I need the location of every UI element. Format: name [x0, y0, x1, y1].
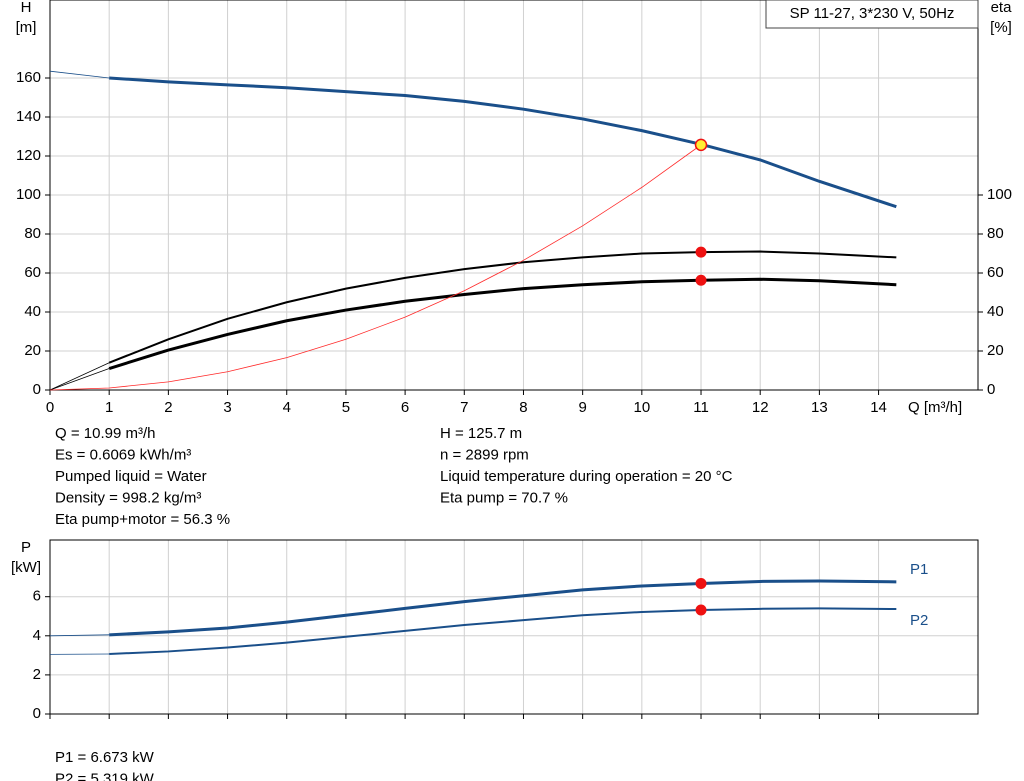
y-tick-label: 160 [16, 69, 41, 86]
y2-tick-label: 60 [987, 264, 1004, 281]
series-line [49, 70, 110, 79]
series-line [108, 277, 897, 370]
title-box [765, 0, 979, 29]
y-tick-label: 100 [16, 186, 41, 203]
x-tick-label: 5 [342, 399, 350, 416]
info-text: Q = 10.99 m³/h [55, 425, 155, 442]
y-axis-label: H [21, 0, 32, 16]
x-tick-label: 9 [578, 399, 586, 416]
operating-point [695, 578, 707, 590]
y2-axis-label: [%] [990, 19, 1012, 36]
y-axis-label: [m] [16, 19, 37, 36]
operating-point [694, 138, 708, 152]
x-axis-label: Q [m³/h] [908, 399, 962, 416]
plot-frame [49, 0, 979, 391]
x-tick-label: 8 [519, 399, 527, 416]
info-text: H = 125.7 m [440, 425, 522, 442]
info-text: Eta pump = 70.7 % [440, 489, 568, 506]
series-line [49, 634, 110, 637]
x-tick-label: 6 [401, 399, 409, 416]
x-tick-label: 1 [105, 399, 113, 416]
series-line [49, 368, 110, 391]
y2-tick-label: 80 [987, 225, 1004, 242]
y2-tick-label: 100 [987, 186, 1012, 203]
operating-point [695, 604, 707, 616]
y2-tick-label: 20 [987, 342, 1004, 359]
info-text: P1 = 6.673 kW [55, 749, 155, 766]
y-axis-label: P [21, 539, 31, 556]
series-label: P2 [910, 612, 928, 629]
x-tick-label: 11 [693, 399, 709, 416]
y2-axis-label: eta [991, 0, 1013, 16]
operating-point [695, 246, 707, 258]
x-tick-label: 0 [46, 399, 54, 416]
y2-tick-label: 0 [987, 381, 995, 398]
x-tick-label: 14 [870, 399, 887, 416]
x-tick-label: 7 [460, 399, 468, 416]
y-tick-label: 2 [33, 666, 41, 683]
operating-point [695, 274, 707, 286]
chart-title: SP 11-27, 3*230 V, 50Hz [790, 5, 955, 22]
series-line [108, 250, 897, 364]
series-label: P1 [910, 561, 928, 578]
info-text: P2 = 5.319 kW [55, 770, 155, 781]
plot-frame [49, 539, 979, 715]
x-tick-label: 2 [164, 399, 172, 416]
info-text: Es = 0.6069 kWh/m³ [55, 446, 191, 463]
y-tick-label: 120 [16, 147, 41, 164]
series-line [109, 579, 897, 637]
y-tick-label: 40 [24, 303, 41, 320]
info-text: Liquid temperature during operation = 20… [440, 468, 733, 485]
info-text: Eta pump+motor = 56.3 % [55, 511, 230, 528]
series-line [109, 607, 897, 655]
y2-tick-label: 40 [987, 303, 1004, 320]
series-line [49, 144, 702, 391]
y-tick-label: 4 [33, 627, 41, 644]
y-tick-label: 20 [24, 342, 41, 359]
y-tick-label: 80 [24, 225, 41, 242]
y-tick-label: 6 [33, 588, 41, 605]
x-tick-label: 10 [633, 399, 650, 416]
series-line [109, 76, 897, 209]
y-tick-label: 0 [33, 705, 41, 722]
x-tick-label: 4 [283, 399, 291, 416]
x-tick-label: 13 [811, 399, 828, 416]
series-line [49, 362, 110, 391]
y-tick-label: 0 [33, 381, 41, 398]
y-tick-label: 140 [16, 108, 41, 125]
x-tick-label: 12 [752, 399, 769, 416]
y-axis-label: [kW] [11, 559, 41, 576]
y-tick-label: 60 [24, 264, 41, 281]
info-text: Pumped liquid = Water [55, 468, 207, 485]
info-text: Density = 998.2 kg/m³ [55, 489, 201, 506]
info-text: n = 2899 rpm [440, 446, 529, 463]
x-tick-label: 3 [223, 399, 231, 416]
